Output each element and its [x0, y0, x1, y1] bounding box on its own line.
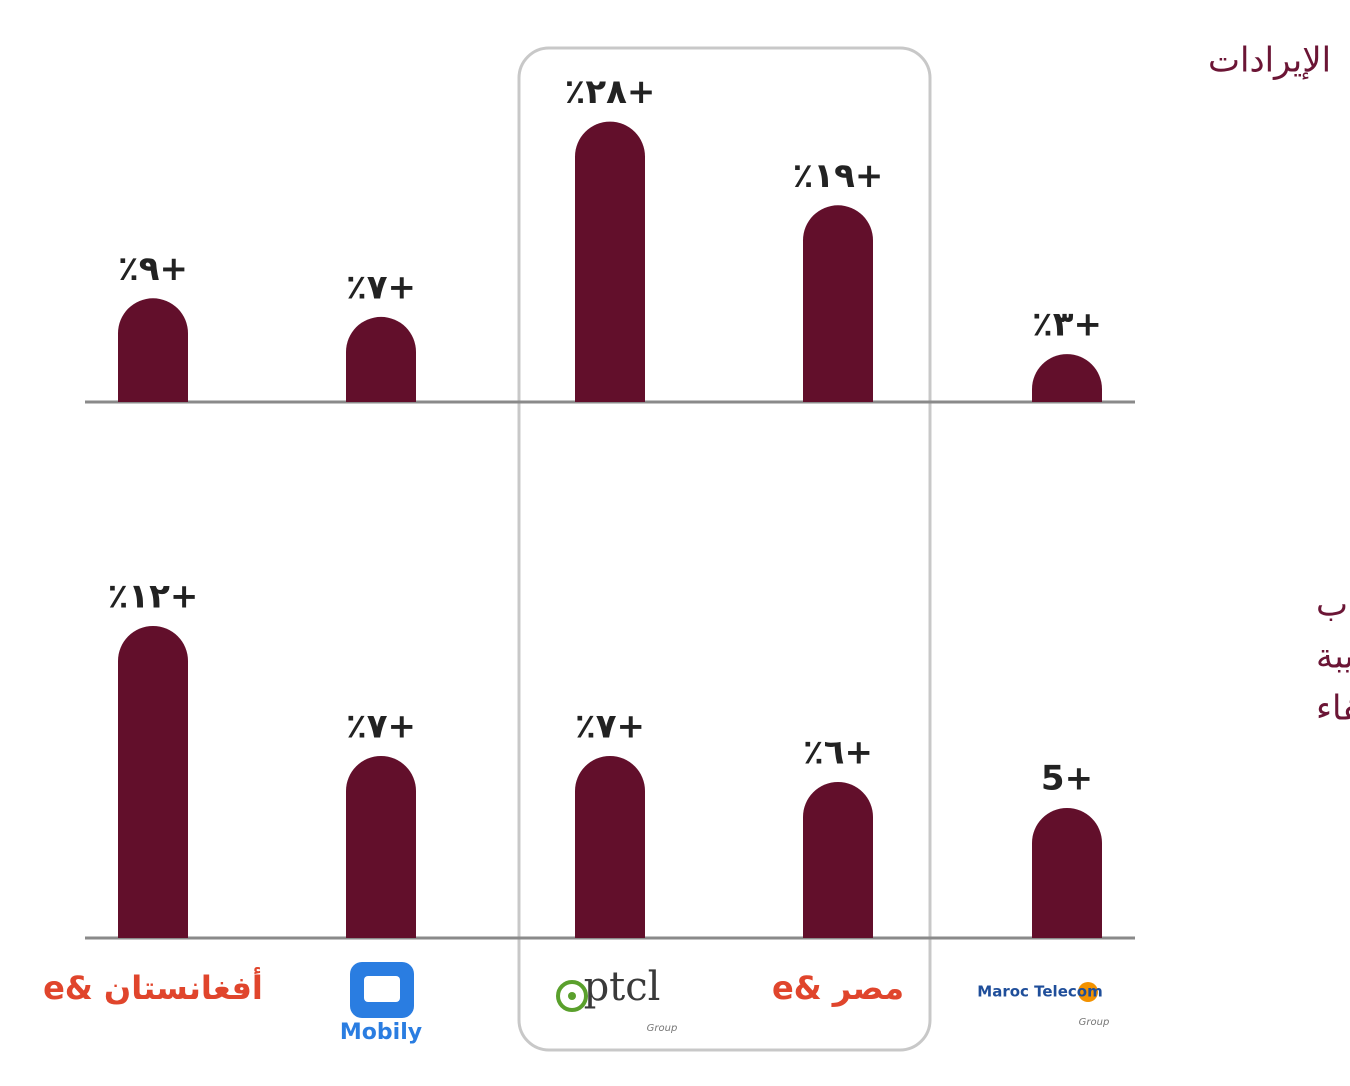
value-label: ٪١٢+: [108, 577, 199, 617]
value-label: ٪٧+: [346, 707, 416, 747]
bar: [803, 782, 873, 938]
value-label: ٪٣+: [1032, 305, 1102, 345]
category-sublabel: Group: [1079, 1017, 1110, 1028]
category-label: Mobily: [340, 1020, 422, 1045]
value-label: ٪٧+: [575, 707, 645, 747]
value-label: ٪١٩+: [793, 156, 884, 196]
bar: [575, 756, 645, 938]
logo-icon: [556, 980, 588, 1012]
category-label: Maroc Telecom: [977, 983, 1102, 1001]
category-label: e& أفغانستان: [43, 967, 263, 1007]
logo-icon: [1078, 982, 1098, 1002]
category-label: e& مصر: [772, 969, 904, 1007]
bar: [346, 756, 416, 938]
bar: [1032, 808, 1102, 938]
value-label: ٪٩+: [118, 249, 188, 289]
bar: [575, 121, 645, 403]
bar: [346, 316, 416, 402]
bar: [118, 626, 188, 938]
chart-title: والاستهلاك والإطفاء: [1316, 689, 1350, 729]
bar: [803, 205, 873, 402]
bar: [1032, 354, 1102, 402]
chart-title: الفائدة والضريبة: [1316, 637, 1350, 677]
logo-icon: [568, 992, 576, 1000]
category-sublabel: Group: [647, 1023, 678, 1034]
chart-title: الأرباح قبل احتساب: [1316, 583, 1350, 625]
highlight-box: [517, 46, 932, 1052]
logo-icon: [364, 976, 400, 1002]
value-label: 5+: [1041, 759, 1093, 799]
value-label: ٪٢٨+: [565, 72, 656, 112]
bar: [118, 298, 188, 402]
category-label: ptcl: [584, 964, 661, 1010]
value-label: ٪٧+: [346, 267, 416, 307]
chart-title: الإيرادات: [1208, 41, 1331, 81]
value-label: ٪٦+: [803, 733, 873, 773]
